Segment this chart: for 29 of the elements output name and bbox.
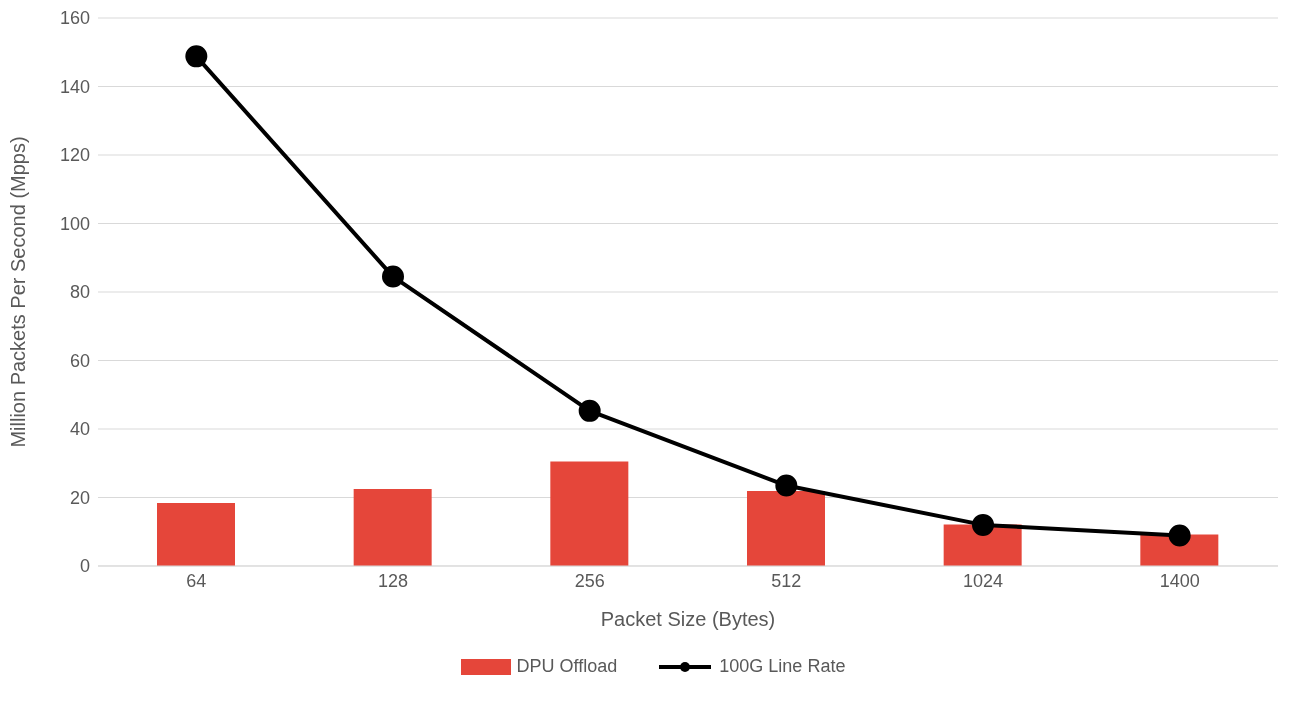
bar xyxy=(353,488,432,566)
point xyxy=(382,265,404,288)
y-tick-label: 100 xyxy=(59,213,90,234)
x-axis-title: Packet Size (Bytes) xyxy=(600,608,776,630)
bar xyxy=(747,490,825,566)
x-tick-label: 1400 xyxy=(1159,570,1200,591)
bar xyxy=(157,502,235,566)
x-tick-label: 1024 xyxy=(962,570,1004,591)
y-tick-label: 0 xyxy=(79,556,90,577)
y-axis-title: Million Packets Per Second (Mpps) xyxy=(7,136,30,448)
x-tick-label: 64 xyxy=(186,570,207,591)
y-tick-label: 120 xyxy=(59,145,90,166)
point xyxy=(775,474,798,497)
y-tick-label: 80 xyxy=(69,282,90,303)
point xyxy=(578,399,601,422)
y-tick-label: 40 xyxy=(69,419,90,440)
x-tick-label: 128 xyxy=(377,570,409,591)
y-tick-label: 160 xyxy=(59,8,90,29)
point xyxy=(1168,524,1191,547)
y-tick-label: 140 xyxy=(59,76,90,97)
point xyxy=(972,513,994,536)
x-tick-label: 256 xyxy=(574,570,605,591)
y-tick-label: 60 xyxy=(69,350,90,371)
point xyxy=(185,45,208,68)
y-tick-label: 20 xyxy=(69,487,90,508)
bar xyxy=(550,461,629,566)
x-tick-label: 512 xyxy=(771,570,802,591)
legend-label: DPU Offload xyxy=(516,656,618,677)
legend-label: 100G Line Rate xyxy=(719,656,846,677)
